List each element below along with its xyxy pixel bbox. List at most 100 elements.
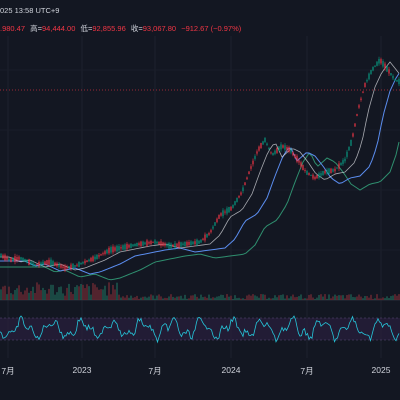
volume-bar bbox=[358, 294, 360, 300]
volume-bar bbox=[140, 297, 142, 300]
volume-bar bbox=[56, 292, 58, 300]
volume-bar bbox=[202, 297, 204, 300]
volume-bar bbox=[144, 296, 146, 300]
volume-bar bbox=[284, 298, 286, 300]
candle-body bbox=[396, 79, 398, 82]
volume-bar bbox=[362, 298, 364, 300]
candle-body bbox=[58, 264, 60, 267]
candle-body bbox=[246, 177, 248, 180]
volume-bar bbox=[154, 298, 156, 300]
volume-bar bbox=[160, 296, 162, 300]
volume-bar bbox=[234, 295, 236, 300]
volume-bar bbox=[94, 284, 96, 300]
volume-bar bbox=[142, 296, 144, 300]
ohlc-values: .980.47 高=94,444.00 低=92,855.96 收=93,067… bbox=[0, 23, 244, 34]
candle-body bbox=[20, 257, 22, 260]
candle-body bbox=[178, 241, 180, 248]
volume-bar bbox=[208, 294, 210, 300]
volume-bar bbox=[132, 297, 134, 300]
volume-bar bbox=[130, 295, 132, 300]
candle-body bbox=[310, 174, 312, 176]
candle-body bbox=[262, 141, 264, 145]
volume-bar bbox=[38, 284, 40, 300]
candle-body bbox=[142, 241, 144, 246]
volume-bar bbox=[394, 294, 396, 300]
volume-bar bbox=[376, 294, 378, 300]
volume-bar bbox=[318, 294, 320, 300]
time-axis[interactable]: 7月 2023 7月 2024 7月 2025 bbox=[0, 358, 400, 400]
volume-bar bbox=[98, 289, 100, 300]
volume-bar bbox=[194, 294, 196, 300]
volume-bar bbox=[386, 296, 388, 300]
candle-body bbox=[184, 241, 186, 247]
candle-body bbox=[72, 263, 74, 270]
volume-bar bbox=[214, 297, 216, 300]
candle-body bbox=[288, 147, 290, 152]
volume-bar bbox=[240, 298, 242, 300]
candle-body bbox=[40, 262, 42, 266]
volume-bar bbox=[74, 287, 76, 300]
candle-body bbox=[0, 253, 2, 258]
volume-bar bbox=[244, 298, 246, 300]
volume-bar bbox=[198, 298, 200, 300]
candle-body bbox=[150, 241, 152, 245]
candle-body bbox=[26, 259, 28, 263]
candle-body bbox=[362, 91, 364, 93]
volume-bar bbox=[388, 297, 390, 300]
volume-bar bbox=[266, 298, 268, 300]
volume-bar bbox=[68, 283, 70, 300]
volume-bar bbox=[302, 298, 304, 300]
candle-body bbox=[92, 256, 94, 262]
volume-bar bbox=[126, 295, 128, 300]
candle-body bbox=[286, 147, 288, 150]
volume-bar bbox=[20, 291, 22, 300]
candle-body bbox=[36, 263, 38, 266]
volume-bar bbox=[32, 286, 34, 300]
candle-body bbox=[278, 146, 280, 152]
candle-body bbox=[148, 241, 150, 244]
candle-body bbox=[240, 192, 242, 195]
candle-body bbox=[188, 241, 190, 245]
candle-body bbox=[56, 263, 58, 267]
candle-body bbox=[152, 241, 154, 243]
volume-bar bbox=[374, 298, 376, 300]
volume-bar bbox=[102, 289, 104, 300]
candle-body bbox=[342, 160, 344, 164]
volume-bar bbox=[10, 293, 12, 300]
candle-body bbox=[38, 261, 40, 267]
candle-body bbox=[158, 241, 160, 245]
volume-bar bbox=[352, 296, 354, 300]
volume-bar bbox=[128, 297, 130, 300]
volume-bar bbox=[84, 288, 86, 300]
volume-bar bbox=[158, 294, 160, 300]
ma-fast-line bbox=[0, 61, 400, 271]
volume-bar bbox=[164, 297, 166, 300]
volume-bar bbox=[76, 285, 78, 300]
time-label-2025: 2025 bbox=[371, 365, 391, 375]
volume-bar bbox=[344, 298, 346, 300]
volume-bar bbox=[280, 294, 282, 300]
volume-bar bbox=[200, 294, 202, 300]
candle-body bbox=[336, 167, 338, 169]
candle-body bbox=[354, 123, 356, 127]
candle-body bbox=[236, 197, 238, 203]
volume-bar bbox=[384, 298, 386, 300]
candle-body bbox=[12, 257, 14, 262]
candle-body bbox=[234, 201, 236, 206]
candle-body bbox=[16, 256, 18, 261]
volume-bar bbox=[250, 295, 252, 300]
volume-bar bbox=[204, 296, 206, 300]
candle-body bbox=[268, 147, 270, 150]
candle-body bbox=[126, 243, 128, 250]
volume-bar bbox=[326, 298, 328, 300]
volume-bar bbox=[172, 296, 174, 300]
candle-body bbox=[196, 239, 198, 246]
candle-body bbox=[380, 59, 382, 64]
candle-body bbox=[24, 259, 26, 262]
candle-body bbox=[256, 151, 258, 154]
candle-body bbox=[320, 173, 322, 176]
volume-bar bbox=[104, 285, 106, 300]
volume-bar bbox=[350, 294, 352, 300]
volume-bar bbox=[96, 287, 98, 300]
